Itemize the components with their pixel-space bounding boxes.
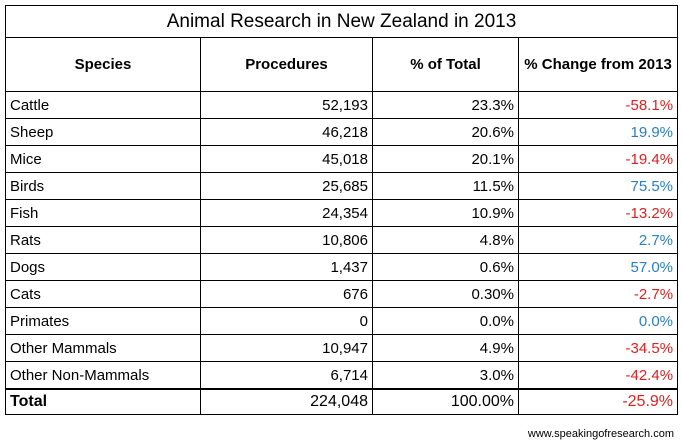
value-cell: 1,437 bbox=[200, 253, 373, 281]
table-row: Other Mammals 10,947 4.9% -34.5% bbox=[5, 334, 679, 362]
value-cell: 100.00% bbox=[372, 388, 519, 415]
species-cell: Dogs bbox=[5, 253, 201, 281]
value-cell: 224,048 bbox=[200, 388, 373, 415]
value-cell: -19.4% bbox=[517, 145, 679, 173]
species-cell: Total bbox=[5, 388, 201, 415]
value-cell: -13.2% bbox=[517, 199, 679, 227]
value-cell: 46,218 bbox=[200, 118, 373, 146]
species-cell: Other Mammals bbox=[5, 334, 201, 362]
value-cell: 23.3% bbox=[372, 91, 519, 119]
species-cell: Fish bbox=[5, 199, 201, 227]
table-row: Other Non-Mammals 6,714 3.0% -42.4% bbox=[5, 361, 679, 390]
table-row: Sheep 46,218 20.6% 19.9% bbox=[5, 118, 679, 146]
column-header: Procedures bbox=[200, 37, 373, 92]
value-cell: 24,354 bbox=[200, 199, 373, 227]
value-cell: -25.9% bbox=[517, 388, 679, 415]
value-cell: 0.0% bbox=[372, 307, 519, 335]
value-cell: -58.1% bbox=[517, 91, 679, 119]
value-cell: 2.7% bbox=[517, 226, 679, 254]
value-cell: -2.7% bbox=[517, 280, 679, 308]
table-row: Total 224,048 100.00% -25.9% bbox=[5, 388, 679, 415]
table-row: Cats 676 0.30% -2.7% bbox=[5, 280, 679, 308]
value-cell: 20.6% bbox=[372, 118, 519, 146]
value-cell: 75.5% bbox=[517, 172, 679, 200]
table-row: Fish 24,354 10.9% -13.2% bbox=[5, 199, 679, 227]
table-row: Mice 45,018 20.1% -19.4% bbox=[5, 145, 679, 173]
species-cell: Birds bbox=[5, 172, 201, 200]
species-cell: Cats bbox=[5, 280, 201, 308]
value-cell: 10,947 bbox=[200, 334, 373, 362]
table-title: Animal Research in New Zealand in 2013 bbox=[4, 5, 679, 38]
species-cell: Primates bbox=[5, 307, 201, 335]
table-row: Birds 25,685 11.5% 75.5% bbox=[5, 172, 679, 200]
header-row: Species Procedures% of Total% Change from… bbox=[5, 37, 679, 92]
footer: www.speakingofresearch.com bbox=[527, 428, 674, 440]
value-cell: 20.1% bbox=[372, 145, 519, 173]
value-cell: 0 bbox=[200, 307, 373, 335]
column-header: % Change from 2013 bbox=[517, 37, 679, 92]
table-row: Rats 10,806 4.8% 2.7% bbox=[5, 226, 679, 254]
value-cell: 10,806 bbox=[200, 226, 373, 254]
species-cell: Rats bbox=[5, 226, 201, 254]
value-cell: 3.0% bbox=[372, 361, 519, 390]
column-header: % of Total bbox=[372, 37, 519, 92]
table-row: Cattle 52,193 23.3% -58.1% bbox=[5, 91, 679, 119]
table-row: Dogs 1,437 0.6% 57.0% bbox=[5, 253, 679, 281]
value-cell: 45,018 bbox=[200, 145, 373, 173]
value-cell: 11.5% bbox=[372, 172, 519, 200]
value-cell: 10.9% bbox=[372, 199, 519, 227]
value-cell: 57.0% bbox=[517, 253, 679, 281]
value-cell: 6,714 bbox=[200, 361, 373, 390]
table-row: Primates 0 0.0% 0.0% bbox=[5, 307, 679, 335]
species-cell: Sheep bbox=[5, 118, 201, 146]
value-cell: -34.5% bbox=[517, 334, 679, 362]
value-cell: 19.9% bbox=[517, 118, 679, 146]
species-cell: Mice bbox=[5, 145, 201, 173]
value-cell: 0.0% bbox=[517, 307, 679, 335]
column-header: Species bbox=[5, 37, 201, 92]
value-cell: 25,685 bbox=[200, 172, 373, 200]
value-cell: 4.8% bbox=[372, 226, 519, 254]
species-cell: Cattle bbox=[5, 91, 201, 119]
value-cell: 676 bbox=[200, 280, 373, 308]
value-cell: 4.9% bbox=[372, 334, 519, 362]
value-cell: 52,193 bbox=[200, 91, 373, 119]
species-cell: Other Non-Mammals bbox=[5, 361, 201, 390]
value-cell: 0.6% bbox=[372, 253, 519, 281]
value-cell: -42.4% bbox=[517, 361, 679, 390]
data-table: Animal Research in New Zealand in 2013 S… bbox=[4, 5, 679, 415]
value-cell: 0.30% bbox=[372, 280, 519, 308]
